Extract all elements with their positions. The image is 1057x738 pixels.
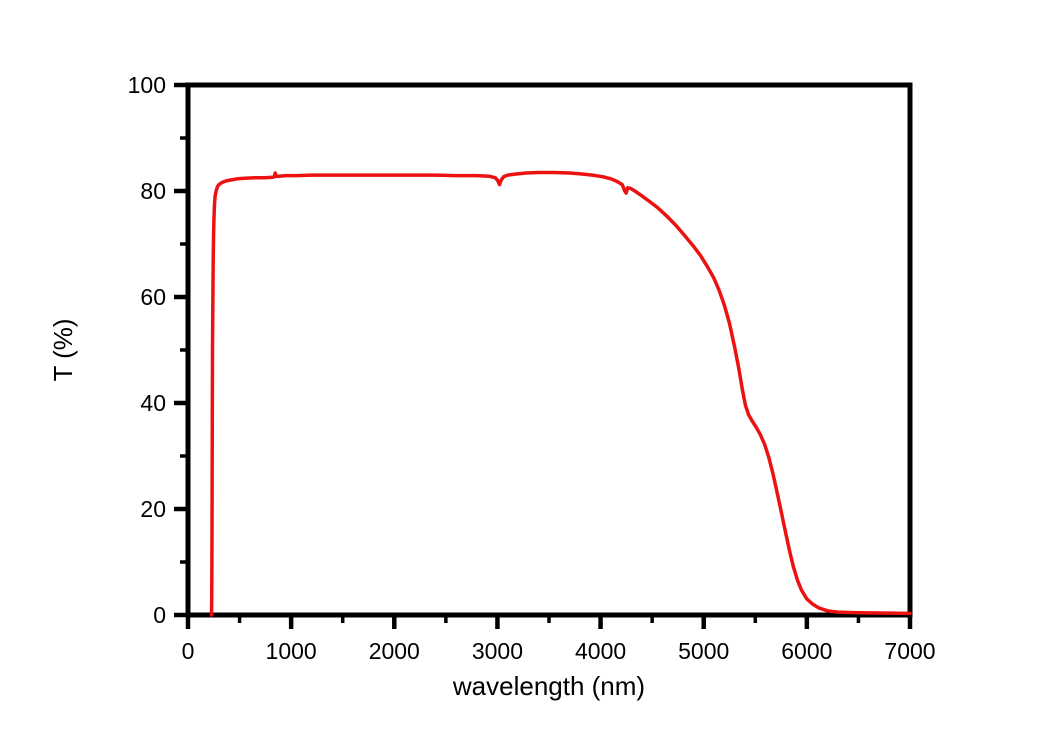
x-axis-label: wavelength (nm) bbox=[452, 671, 645, 701]
y-tick-label: 40 bbox=[140, 390, 166, 416]
axis-tick-labels: 0 1000 2000 3000 4000 5000 6000 7000 0 20 40 60 80 10… bbox=[128, 72, 936, 664]
y-tick-label: 20 bbox=[140, 496, 166, 522]
x-tick-label: 1000 bbox=[266, 638, 317, 664]
y-tick-label: 0 bbox=[153, 602, 166, 628]
x-tick-label: 0 bbox=[182, 638, 195, 664]
y-axis-label: T (%) bbox=[48, 318, 78, 381]
x-tick-label: 5000 bbox=[678, 638, 729, 664]
y-tick-label: 60 bbox=[140, 284, 166, 310]
x-tick-label: 3000 bbox=[472, 638, 523, 664]
x-tick-label: 2000 bbox=[369, 638, 420, 664]
y-tick-label: 100 bbox=[128, 72, 166, 98]
x-tick-label: 6000 bbox=[781, 638, 832, 664]
x-tick-label: 4000 bbox=[575, 638, 626, 664]
axis-ticks bbox=[174, 82, 913, 629]
plot-frame bbox=[185, 82, 913, 618]
transmission-curve bbox=[209, 170, 912, 617]
x-tick-label: 7000 bbox=[884, 638, 935, 664]
y-tick-label: 80 bbox=[140, 178, 166, 204]
